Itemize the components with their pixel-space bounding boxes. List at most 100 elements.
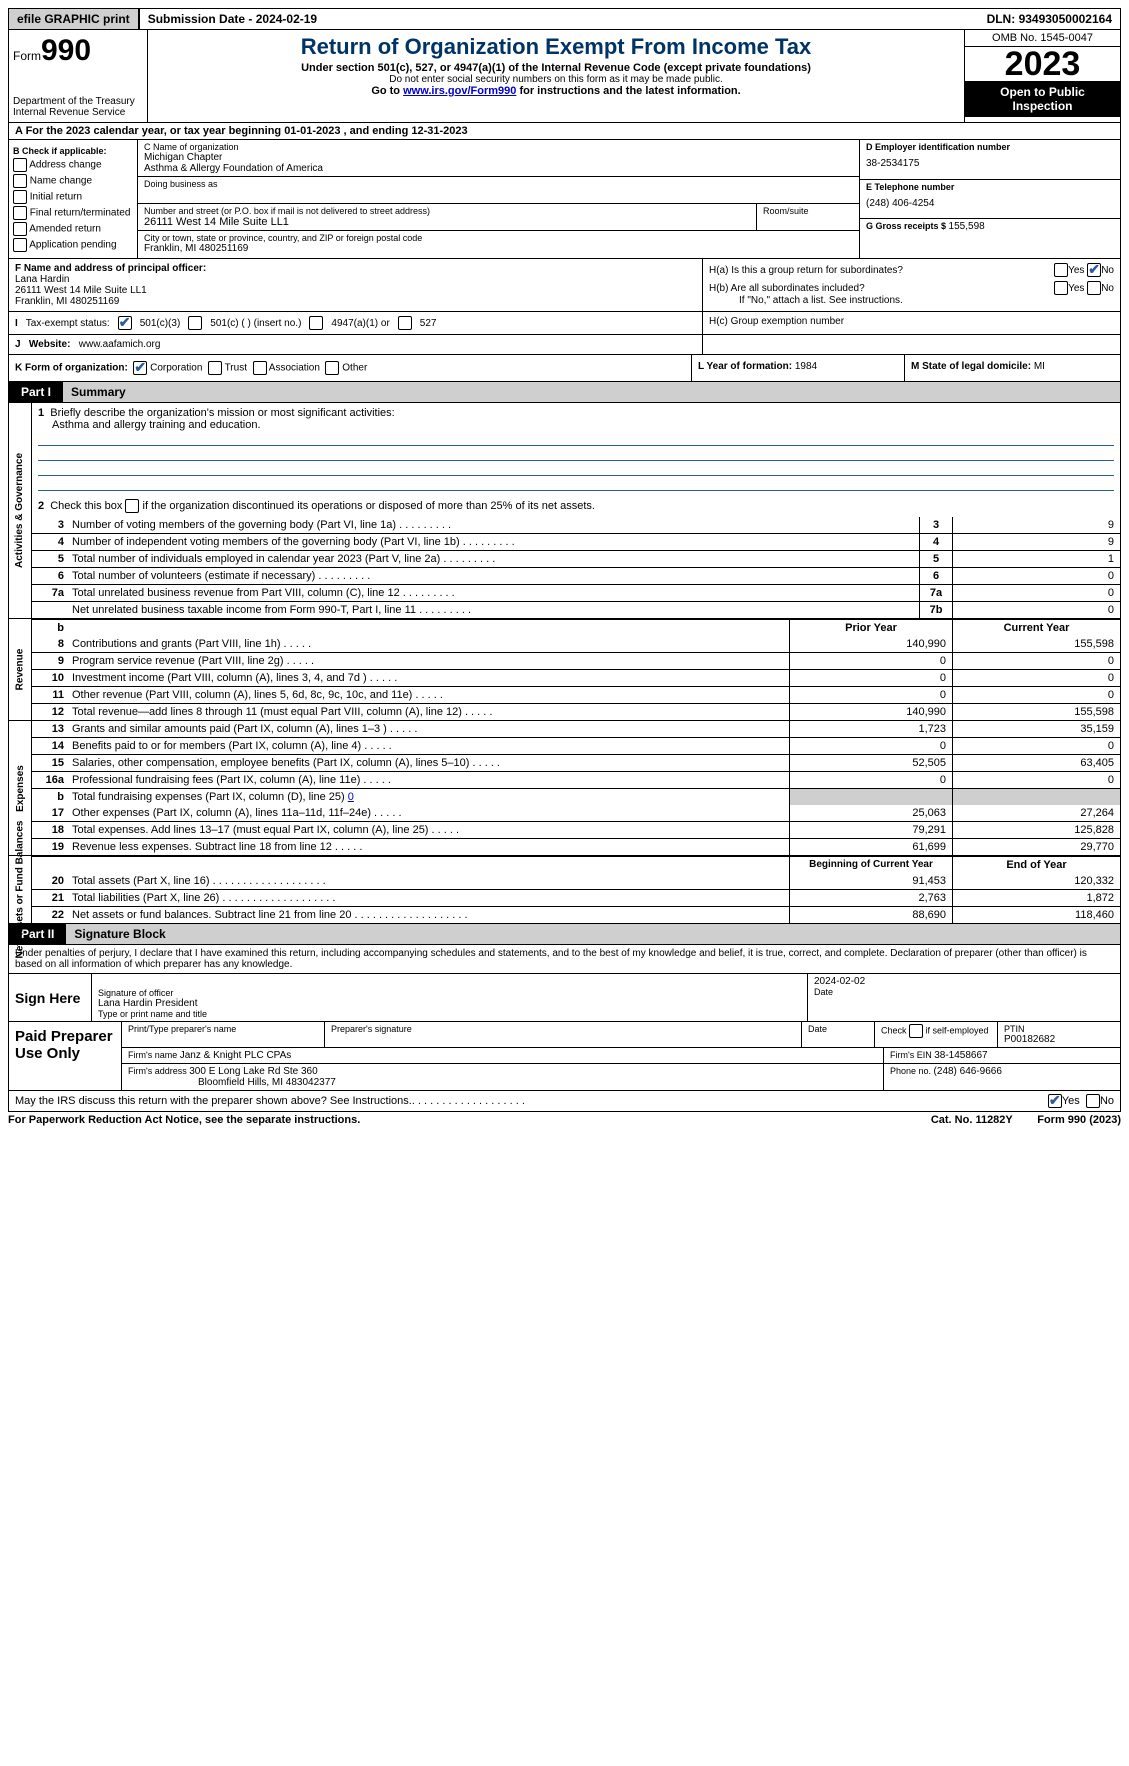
part-2-header: Part II Signature Block [8,924,1121,945]
top-bar: efile GRAPHIC print Submission Date - 20… [8,8,1121,30]
cat-no: Cat. No. 11282Y [931,1114,1013,1126]
open-inspection: Open to PublicInspection [965,81,1120,117]
ein-value: 38-2534175 [866,158,1114,169]
hb-no[interactable] [1087,281,1101,295]
summary-line: Net unrelated business taxable income fr… [32,601,1120,618]
firm-addr2: Bloomfield Hills, MI 483042377 [128,1077,336,1088]
line-2: Check this box if the organization disco… [50,500,595,512]
vtab-expenses: Expenses [15,765,26,812]
sign-date: 2024-02-02 [814,976,1114,987]
cb-4947[interactable] [309,316,323,330]
footer: For Paperwork Reduction Act Notice, see … [8,1112,1121,1126]
form-word: Form [13,49,41,63]
name-title-label: Type or print name and title [98,1009,801,1019]
efile-print-button[interactable]: efile GRAPHIC print [9,9,140,29]
summary-line: 7aTotal unrelated business revenue from … [32,584,1120,601]
summary-line: 10Investment income (Part VIII, column (… [32,669,1120,686]
cb-other[interactable] [325,361,339,375]
cb-527[interactable] [398,316,412,330]
form-title: Return of Organization Exempt From Incom… [152,34,960,60]
hb-label: H(b) Are all subordinates included? [709,283,1054,294]
summary-line: 17Other expenses (Part IX, column (A), l… [32,805,1120,821]
cb-corp[interactable] [133,361,147,375]
officer-city: Franklin, MI 480251169 [15,296,696,307]
city-value: Franklin, MI 480251169 [144,243,853,254]
firm-name: Janz & Knight PLC CPAs [180,1050,292,1061]
summary-line: 13Grants and similar amounts paid (Part … [32,721,1120,737]
k-org-row: K Form of organization: Corporation Trus… [8,355,1121,382]
paid-preparer-label: Paid Preparer Use Only [9,1022,122,1090]
ha-yes[interactable] [1054,263,1068,277]
summary-governance: Activities & Governance 1 Briefly descri… [8,403,1121,619]
officer-name: Lana Hardin [15,274,696,285]
cb-501c3[interactable] [118,316,132,330]
summary-line: 18Total expenses. Add lines 13–17 (must … [32,821,1120,838]
checkbox-application-pending[interactable] [13,238,27,252]
tax-year: 2023 [965,47,1120,81]
vtab-governance: Activities & Governance [15,453,26,568]
gross-receipts-value: 155,598 [949,221,985,232]
cb-assoc[interactable] [253,361,267,375]
prior-year-hdr: Prior Year [789,620,952,636]
tax-status-row: I Tax-exempt status: 501(c)(3) 501(c) ( … [8,312,1121,335]
cb-discontinued[interactable] [125,499,139,513]
subtitle-3: Go to www.irs.gov/Form990 for instructio… [152,85,960,97]
box-c-label: C Name of organization [144,142,853,152]
mission-text: Asthma and allergy training and educatio… [38,419,261,431]
may-no[interactable] [1086,1094,1100,1108]
summary-line: 22Net assets or fund balances. Subtract … [32,906,1120,923]
ha-no[interactable] [1087,263,1101,277]
checkbox-address-change[interactable] [13,158,27,172]
summary-line: 11Other revenue (Part VIII, column (A), … [32,686,1120,703]
prep-sig-label: Preparer's signature [325,1022,802,1047]
checkbox-amended[interactable] [13,222,27,236]
officer-street: 26111 West 14 Mile Suite LL1 [15,285,696,296]
row-a-tax-year: A For the 2023 calendar year, or tax yea… [8,123,1121,140]
summary-netassets: Net Assets or Fund Balances Beginning of… [8,856,1121,924]
may-yes[interactable] [1048,1094,1062,1108]
checkbox-initial-return[interactable] [13,190,27,204]
summary-line: 6Total number of volunteers (estimate if… [32,567,1120,584]
cb-501c[interactable] [188,316,202,330]
box-f-label: F Name and address of principal officer: [15,263,696,274]
checkbox-name-change[interactable] [13,174,27,188]
officer-group-row: F Name and address of principal officer:… [8,259,1121,312]
cb-trust[interactable] [208,361,222,375]
summary-line: 19Revenue less expenses. Subtract line 1… [32,838,1120,855]
vtab-netassets: Net Assets or Fund Balances [15,820,26,958]
perjury-declaration: Under penalties of perjury, I declare th… [9,945,1120,973]
summary-line: 3Number of voting members of the governi… [32,517,1120,533]
part-1-header: Part I Summary [8,382,1121,403]
website-value: www.aafamich.org [79,339,161,350]
vtab-revenue: Revenue [15,649,26,691]
mission-label: Briefly describe the organization's miss… [50,407,394,419]
irs-link[interactable]: www.irs.gov/Form990 [403,85,516,97]
irs-label: Internal Revenue Service [13,107,143,118]
org-name-1: Michigan Chapter [144,152,853,163]
beg-year-hdr: Beginning of Current Year [789,857,952,873]
ein-label: D Employer identification number [866,142,1114,152]
signature-block: Under penalties of perjury, I declare th… [8,945,1121,1091]
summary-line: 15Salaries, other compensation, employee… [32,754,1120,771]
submission-date: Submission Date - 2024-02-19 [140,9,325,29]
sign-here-label: Sign Here [9,974,92,1021]
summary-line: 5Total number of individuals employed in… [32,550,1120,567]
cb-self-employed[interactable] [909,1024,923,1038]
subtitle-2: Do not enter social security numbers on … [152,74,960,85]
dba-label: Doing business as [144,179,853,189]
form-header: Form990 Department of the Treasury Inter… [8,30,1121,123]
checkbox-final-return[interactable] [13,206,27,220]
box-b-checklist: B Check if applicable: Address change Na… [9,140,138,258]
summary-line: 21Total liabilities (Part X, line 26)2,7… [32,889,1120,906]
org-name-2: Asthma & Allergy Foundation of America [144,163,853,174]
summary-line: 16aProfessional fundraising fees (Part I… [32,771,1120,788]
street-label: Number and street (or P.O. box if mail i… [144,206,750,216]
hb-note: If "No," attach a list. See instructions… [709,295,1114,306]
entity-block: B Check if applicable: Address change Na… [8,140,1121,259]
hb-yes[interactable] [1054,281,1068,295]
ptin-value: P00182682 [1004,1034,1114,1045]
line-16b: Total fundraising expenses (Part IX, col… [68,789,789,805]
summary-line: 4Number of independent voting members of… [32,533,1120,550]
firm-addr1: 300 E Long Lake Rd Ste 360 [189,1066,317,1077]
street-value: 26111 West 14 Mile Suite LL1 [144,216,750,228]
